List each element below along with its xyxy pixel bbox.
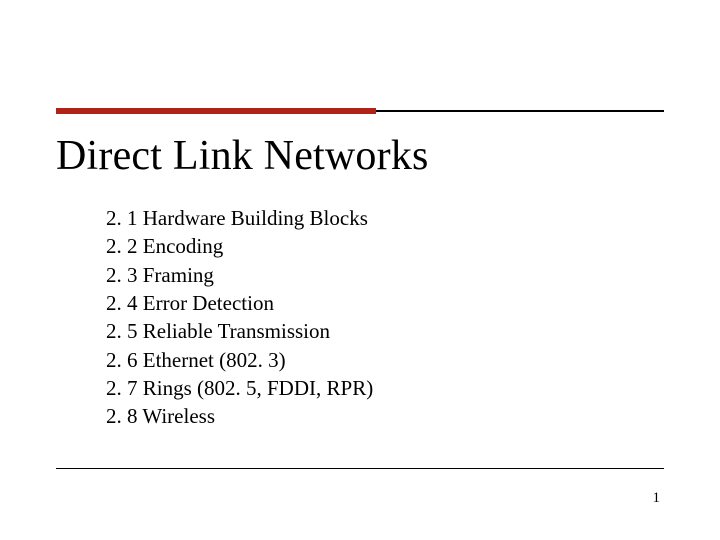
toc-item: 2. 6 Ethernet (802. 3) (106, 346, 373, 374)
page-number: 1 (653, 490, 661, 507)
toc-item: 2. 1 Hardware Building Blocks (106, 204, 373, 232)
top-rule-thin (376, 110, 664, 112)
toc-item: 2. 3 Framing (106, 261, 373, 289)
slide-title: Direct Link Networks (56, 132, 429, 180)
slide: Direct Link Networks 2. 1 Hardware Build… (0, 0, 720, 540)
toc-item: 2. 4 Error Detection (106, 289, 373, 317)
bottom-rule (56, 468, 664, 469)
toc-list: 2. 1 Hardware Building Blocks 2. 2 Encod… (106, 204, 373, 431)
toc-item: 2. 5 Reliable Transmission (106, 317, 373, 345)
toc-item: 2. 8 Wireless (106, 402, 373, 430)
toc-item: 2. 7 Rings (802. 5, FDDI, RPR) (106, 374, 373, 402)
toc-item: 2. 2 Encoding (106, 232, 373, 260)
top-rule-thick (56, 108, 376, 114)
